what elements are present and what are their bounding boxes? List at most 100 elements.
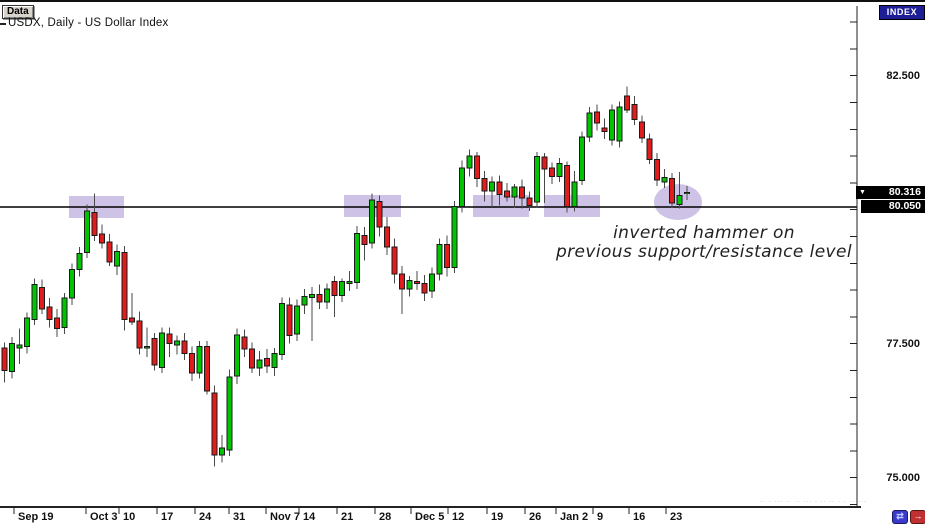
- candle-down: [504, 190, 510, 198]
- candle-up: [256, 359, 263, 369]
- candle-down: [624, 95, 630, 111]
- candle-up: [234, 334, 240, 377]
- support-level-value: 80.050: [888, 200, 921, 212]
- candle-up: [144, 346, 150, 349]
- time-axis-label: 12: [452, 511, 465, 523]
- candle-down: [189, 353, 195, 374]
- candle-up: [586, 112, 593, 138]
- price-line-dash: [0, 23, 6, 25]
- candle-up: [339, 281, 345, 296]
- candle-up: [684, 192, 690, 195]
- time-axis-label: 24: [199, 511, 212, 523]
- index-badge: INDEX: [879, 5, 925, 20]
- triangle-down-icon: ▼: [859, 189, 866, 196]
- candle-up: [429, 273, 435, 292]
- candle-up: [324, 288, 330, 303]
- candle-up: [466, 155, 473, 169]
- price-axis-label: 77.500: [886, 337, 920, 350]
- candle-up: [159, 332, 165, 368]
- candle-down: [541, 156, 548, 170]
- price-axis-label: 82.500: [886, 69, 920, 82]
- time-axis-label: Nov 7: [270, 511, 300, 523]
- time-axis-label: 9: [597, 511, 604, 523]
- candle-down: [594, 111, 600, 124]
- time-axis-label: 10: [123, 511, 136, 523]
- annotation-line-2: previous support/resistance level: [555, 242, 853, 262]
- time-axis-label: 26: [529, 511, 542, 523]
- candle-down: [444, 244, 450, 268]
- watermark-dashes: -- - --- -- -- --- - -- -- - - -- --- -: [760, 499, 870, 505]
- candle-up: [511, 186, 518, 198]
- candle-up: [301, 296, 308, 306]
- candle-up: [346, 281, 353, 284]
- candle-down: [631, 104, 638, 120]
- candle-down: [474, 155, 480, 179]
- candle-down: [204, 346, 210, 392]
- time-axis-label: 21: [341, 511, 354, 523]
- candle-down: [526, 197, 533, 206]
- candle-up: [114, 251, 120, 267]
- chart-shift-button[interactable]: ⇄: [892, 510, 908, 524]
- candle-up: [489, 181, 495, 192]
- candle-up: [219, 447, 225, 456]
- candle-down: [549, 167, 555, 177]
- candle-up: [174, 340, 180, 346]
- candle-up: [226, 376, 233, 451]
- candle-down: [249, 348, 255, 369]
- data-window-button[interactable]: Data: [2, 5, 34, 19]
- candle-down: [564, 165, 570, 207]
- candle-down: [481, 178, 488, 192]
- candle-up: [279, 303, 285, 355]
- candle-down: [646, 138, 653, 160]
- candle-down: [414, 281, 420, 284]
- candle-up: [616, 106, 623, 142]
- candle-down: [181, 340, 188, 354]
- candle-down: [1, 347, 8, 371]
- auto-scroll-button[interactable]: →: [910, 510, 925, 524]
- candle-down: [361, 235, 368, 245]
- candle-up: [661, 177, 668, 183]
- candle-up: [69, 269, 75, 299]
- time-axis-label: Sep 19: [18, 511, 54, 523]
- candle-down: [421, 283, 428, 294]
- candle-down: [136, 320, 143, 349]
- chart-title: USDX, Daily - US Dollar Index: [8, 17, 169, 29]
- candle-up: [436, 244, 443, 275]
- candle-down: [151, 338, 158, 366]
- candle-down: [399, 273, 405, 290]
- candle-down: [241, 336, 248, 350]
- candle-up: [294, 305, 300, 335]
- candle-up: [571, 181, 578, 207]
- candle-up: [31, 284, 38, 320]
- candle-up: [76, 253, 83, 270]
- candle-up: [84, 210, 90, 253]
- time-axis-label: 31: [233, 511, 246, 523]
- candle-down: [331, 281, 338, 296]
- candle-up: [309, 294, 315, 298]
- candle-up: [459, 167, 465, 207]
- candle-down: [639, 121, 645, 139]
- candle-down: [391, 246, 398, 275]
- current-price-badge: ▼ 80.316: [856, 186, 925, 199]
- candle-down: [669, 178, 675, 204]
- candle-down: [46, 306, 53, 320]
- candle-down: [39, 287, 45, 310]
- time-axis-label: 19: [491, 511, 504, 523]
- candle-up: [579, 136, 585, 181]
- candle-up: [16, 344, 23, 349]
- candle-up: [676, 195, 683, 205]
- time-axis-label: 28: [379, 511, 392, 523]
- time-axis-label: Jan 2: [560, 511, 589, 523]
- candle-down: [376, 201, 383, 228]
- candle-down: [106, 241, 113, 263]
- candle-up: [354, 233, 360, 283]
- candle-up: [406, 280, 413, 290]
- candle-down: [264, 358, 270, 367]
- time-axis-label: Dec 5: [415, 511, 445, 523]
- candle-down: [286, 304, 293, 336]
- candle-down: [316, 294, 323, 303]
- candle-down: [654, 159, 660, 181]
- time-axis-label: 16: [633, 511, 646, 523]
